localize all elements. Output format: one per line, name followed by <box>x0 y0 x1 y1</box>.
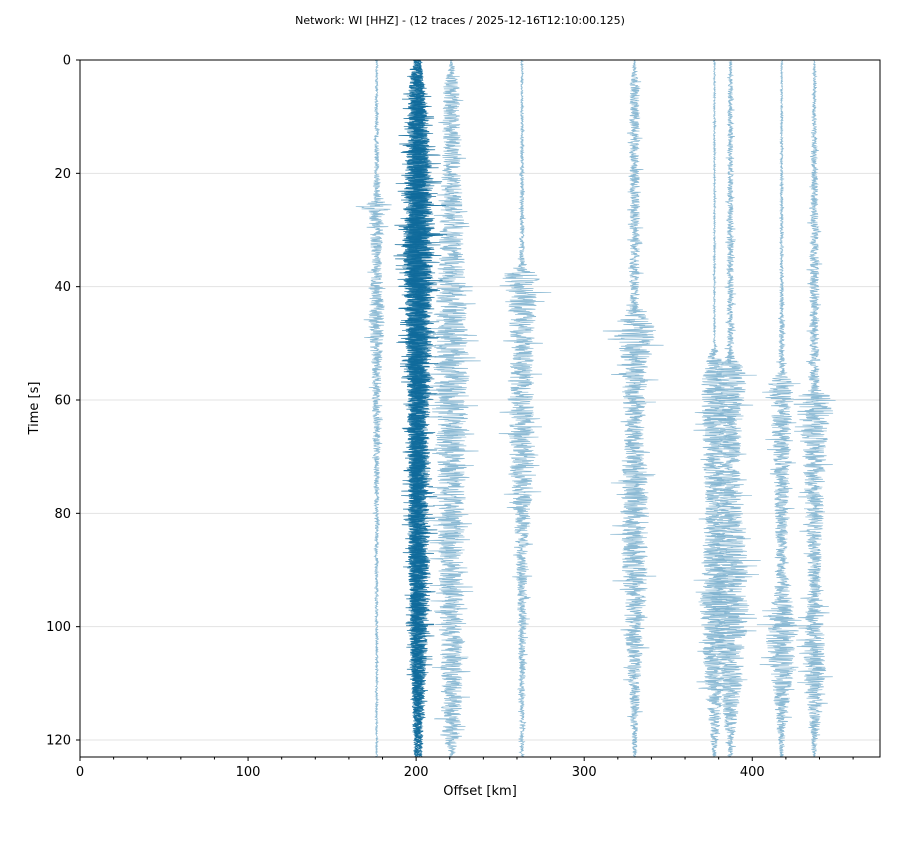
x-tick-label: 100 <box>236 765 261 780</box>
x-tick-label: 400 <box>740 765 765 780</box>
seismic-trace <box>355 59 392 757</box>
seismic-trace <box>498 59 552 758</box>
seismic-trace <box>793 59 836 758</box>
grid-lines <box>80 172 880 741</box>
x-tick-label: 0 <box>76 765 84 780</box>
seismic-trace <box>693 59 737 757</box>
y-axis: 0 20 40 60 80 100 120 <box>46 54 80 749</box>
y-tick-label: 40 <box>54 280 71 295</box>
y-tick-label: 60 <box>54 394 71 409</box>
seismic-trace <box>397 59 443 757</box>
y-axis-label: Time [s] <box>27 382 42 436</box>
traces <box>355 59 836 758</box>
y-tick-label: 0 <box>63 54 71 69</box>
seismic-trace <box>695 59 761 757</box>
seismic-trace <box>602 59 664 758</box>
seismic-trace <box>393 59 448 757</box>
chart-title: Network: WI [HHZ] - (12 traces / 2025-12… <box>295 14 625 27</box>
x-axis-label: Offset [km] <box>443 784 517 799</box>
y-tick-label: 100 <box>46 620 71 635</box>
plot-frame <box>79 59 881 758</box>
x-tick-label: 200 <box>404 765 429 780</box>
y-tick-label: 120 <box>46 734 71 749</box>
y-tick-label: 20 <box>54 167 71 182</box>
x-axis: 0 100 200 300 400 <box>76 757 854 780</box>
seismic-trace <box>756 59 810 758</box>
y-tick-label: 80 <box>54 507 71 522</box>
seismic-trace <box>421 59 481 758</box>
x-tick-label: 300 <box>572 765 597 780</box>
